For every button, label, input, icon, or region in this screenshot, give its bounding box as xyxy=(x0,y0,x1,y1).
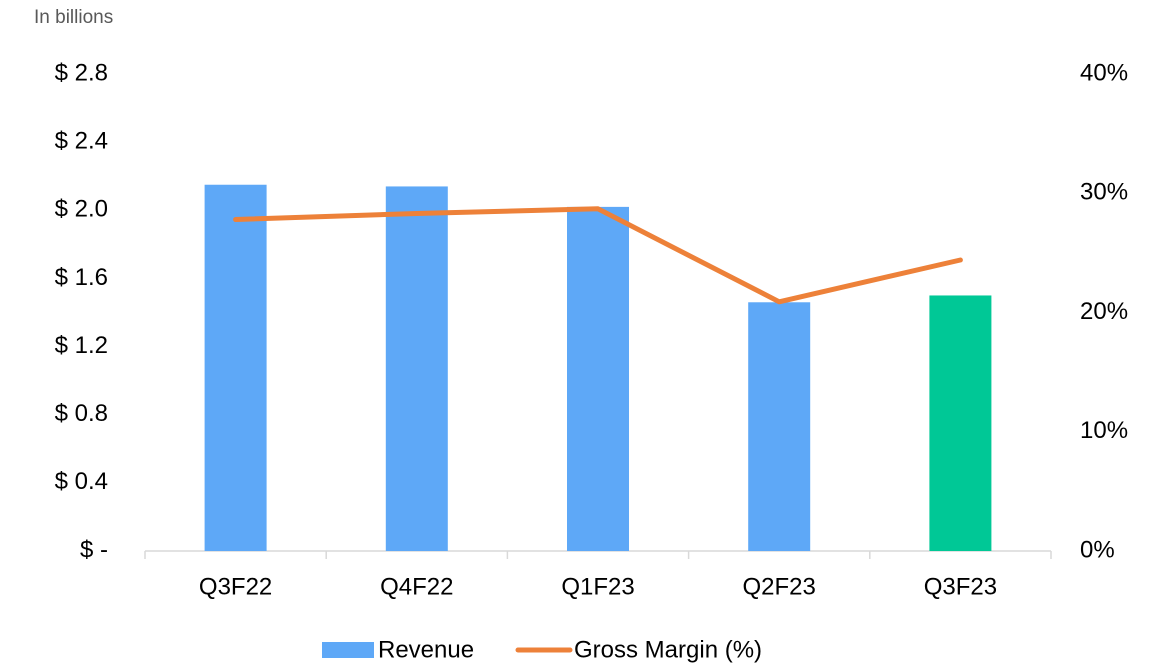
bar xyxy=(567,206,629,551)
x-tick-label: Q4F22 xyxy=(380,573,453,600)
y2-tick-label: 0% xyxy=(1080,536,1115,563)
legend-label: Gross Margin (%) xyxy=(574,636,762,663)
y-tick-label: $ 1.2 xyxy=(55,332,108,359)
chart-subtitle: In billions xyxy=(34,7,113,28)
y-tick-label: $ - xyxy=(80,536,108,563)
bar xyxy=(929,295,992,551)
x-tick-label: Q3F22 xyxy=(199,573,272,600)
y2-tick-label: 20% xyxy=(1080,298,1128,325)
bar xyxy=(385,186,448,551)
y2-tick-label: 10% xyxy=(1080,417,1128,444)
y2-tick-label: 40% xyxy=(1080,59,1128,86)
y-tick-label: $ 2.4 xyxy=(55,127,108,154)
y2-tick-label: 30% xyxy=(1080,179,1128,206)
bar xyxy=(204,184,267,551)
y-tick-label: $ 0.4 xyxy=(55,468,108,495)
y-tick-label: $ 2.0 xyxy=(55,196,108,223)
bar xyxy=(748,302,811,551)
y-tick-label: $ 2.8 xyxy=(55,59,108,86)
x-tick-label: Q1F23 xyxy=(561,573,634,600)
x-tick-label: Q2F23 xyxy=(743,573,816,600)
x-tick-label: Q3F23 xyxy=(924,573,997,600)
legend-swatch xyxy=(322,642,374,658)
line xyxy=(233,206,963,305)
legend-label: Revenue xyxy=(378,636,474,663)
y-tick-label: $ 0.8 xyxy=(55,400,108,427)
y-tick-label: $ 1.6 xyxy=(55,264,108,291)
